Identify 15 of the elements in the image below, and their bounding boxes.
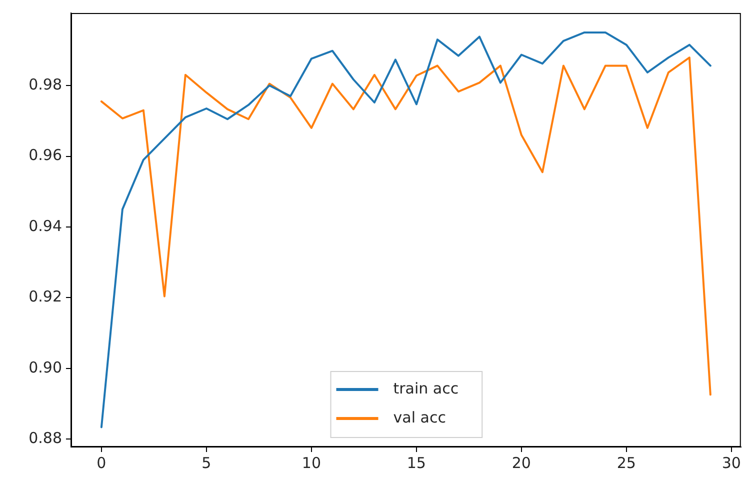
legend-label: train acc xyxy=(393,379,459,398)
x-tick-label: 15 xyxy=(406,454,426,472)
x-tick-label: 5 xyxy=(202,454,212,472)
x-tick-label: 10 xyxy=(302,454,321,472)
y-tick-label: 0.92 xyxy=(28,288,62,306)
y-tick-label: 0.98 xyxy=(28,75,62,94)
legend-label: val acc xyxy=(393,408,446,426)
x-tick-label: 25 xyxy=(616,454,636,472)
y-tick-label: 0.88 xyxy=(28,429,62,448)
y-tick-label: 0.94 xyxy=(28,216,62,235)
x-tick-label: 20 xyxy=(512,454,531,472)
y-tick-label: 0.96 xyxy=(28,146,62,164)
x-tick-label: 30 xyxy=(722,454,741,472)
y-tick-label: 0.90 xyxy=(28,358,62,376)
x-tick-label: 0 xyxy=(96,454,106,472)
